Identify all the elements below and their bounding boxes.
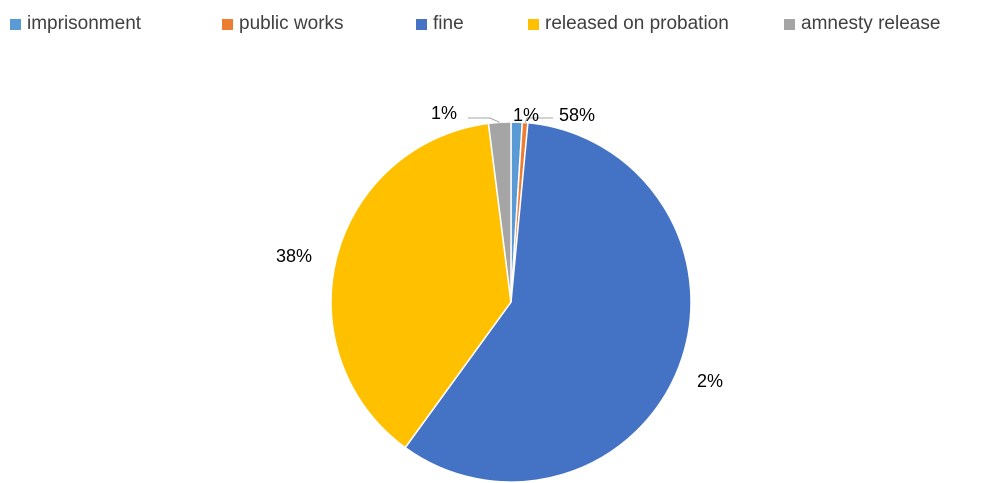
legend-item-amnesty-release: amnesty release <box>784 12 940 36</box>
legend-swatch-released-on-probation <box>528 18 539 30</box>
pie-slice-fine <box>404 121 692 483</box>
legend-label-fine: fine <box>433 13 464 34</box>
pie-slices <box>330 121 692 483</box>
pie-slice-released-on-probation <box>330 122 512 449</box>
legend-label-released-on-probation: released on probation <box>545 13 729 34</box>
legend-item-public-works: public works <box>222 12 344 36</box>
data-label-amnesty-release: 2% <box>697 371 723 391</box>
legend-swatch-public-works <box>222 18 233 30</box>
legend-item-imprisonment: imprisonment <box>10 12 141 36</box>
legend-label-public-works: public works <box>239 13 344 34</box>
data-label-released-on-probation: 38% <box>276 246 312 266</box>
leader-line-public-works <box>524 117 553 123</box>
legend-item-released-on-probation: released on probation <box>528 12 729 36</box>
chart-legend: imprisonment public works fine released … <box>0 12 996 36</box>
legend-label-imprisonment: imprisonment <box>27 13 142 34</box>
data-label-imprisonment: 1% <box>431 103 457 123</box>
legend-label-amnesty-release: amnesty release <box>801 13 941 34</box>
leader-lines <box>468 117 553 123</box>
leader-line-amnesty-release <box>468 117 500 123</box>
data-label-public-works: 1% <box>513 105 539 125</box>
legend-swatch-imprisonment <box>10 18 21 30</box>
legend-item-fine: fine <box>416 12 464 36</box>
data-labels: 1% 1% 58% 38% 2% <box>276 103 723 391</box>
legend-swatch-fine <box>416 18 427 30</box>
legend-swatch-amnesty-release <box>784 18 795 30</box>
data-label-fine: 58% <box>559 105 595 125</box>
